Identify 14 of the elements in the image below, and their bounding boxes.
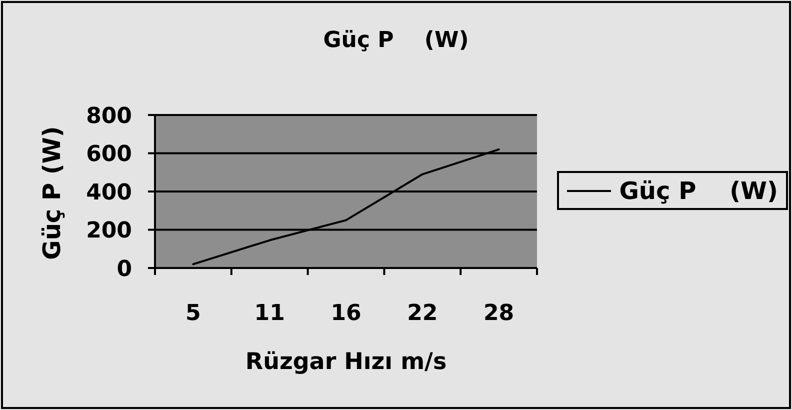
y-tick-label: 200 xyxy=(86,218,132,244)
y-tick-label: 0 xyxy=(116,256,132,282)
x-tick-label: 28 xyxy=(483,301,514,326)
y-tick-label: 400 xyxy=(86,180,132,206)
legend-label: Güç P (W) xyxy=(619,176,778,204)
x-tick-label: 16 xyxy=(330,301,362,326)
y-tick-label: 800 xyxy=(86,104,132,129)
x-tick-label: 5 xyxy=(186,301,201,326)
x-tick-label: 11 xyxy=(254,301,285,326)
x-tick-label: 22 xyxy=(407,301,438,326)
x-axis-title: Rüzgar Hızı m/s xyxy=(245,349,447,376)
y-tick-label: 600 xyxy=(86,142,132,168)
chart-title: Güç P (W) xyxy=(323,28,469,54)
y-axis-title: Güç P (W) xyxy=(38,126,66,260)
